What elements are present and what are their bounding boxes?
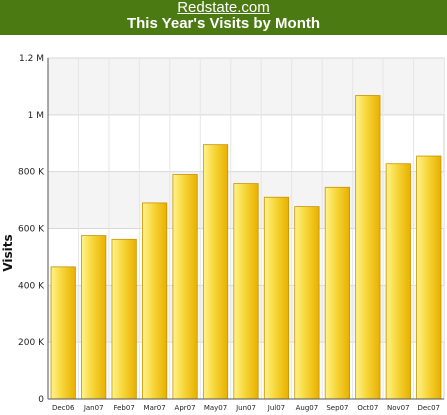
y-tick-label: 200 K [18,338,45,348]
x-tick-label: Dec06 [52,404,75,412]
bar-mar07 [142,202,168,400]
bar-apr07 [172,174,198,400]
bar-may07 [202,144,229,400]
x-tick-label: Apr07 [175,404,196,412]
y-axis-title: Visits [1,234,15,271]
bar-aug07 [294,206,320,400]
x-tick-label: Jul07 [267,404,285,412]
bar-chart: 0 200 K 400 K 600 K 800 K 1 M 1.2 M Dec06 Jan07 F… [1,54,445,412]
chart-header: Redstate.com This Year's Visits by Month [0,0,447,35]
x-tick-label: Jun07 [235,404,256,412]
x-tick-label: Nov07 [387,404,410,412]
bar-oct07 [355,95,381,400]
y-tick-label: 0 [38,395,44,405]
bar-feb07 [111,238,137,400]
y-tick-label: 1.2 M [19,54,44,64]
x-tick-label: Aug07 [296,404,319,412]
x-tick-label: Dec07 [418,404,440,412]
bar-nov07 [385,163,411,400]
x-tick-label: Oct07 [357,404,378,412]
bar-sep07 [324,186,350,400]
bar-dec06 [50,266,76,400]
x-tick-label: Feb07 [113,404,134,412]
bar-jul07 [263,196,290,400]
chart-title: This Year's Visits by Month [126,15,321,32]
y-tick-label: 400 K [18,281,45,291]
site-link[interactable]: Redstate.com [177,0,270,16]
y-tick-label: 1 M [28,111,44,121]
y-tick-label: 800 K [18,168,45,178]
x-tick-label: Sep07 [326,404,348,412]
x-tick-label: Mar07 [144,404,166,412]
x-tick-label: May07 [204,404,227,412]
y-tick-label: 600 K [18,225,45,235]
x-tick-label: Jan07 [83,404,104,412]
grid-band [48,58,444,115]
bar-jun07 [233,183,259,400]
bar-dec07 [416,155,442,400]
bar-jan07 [81,235,107,400]
